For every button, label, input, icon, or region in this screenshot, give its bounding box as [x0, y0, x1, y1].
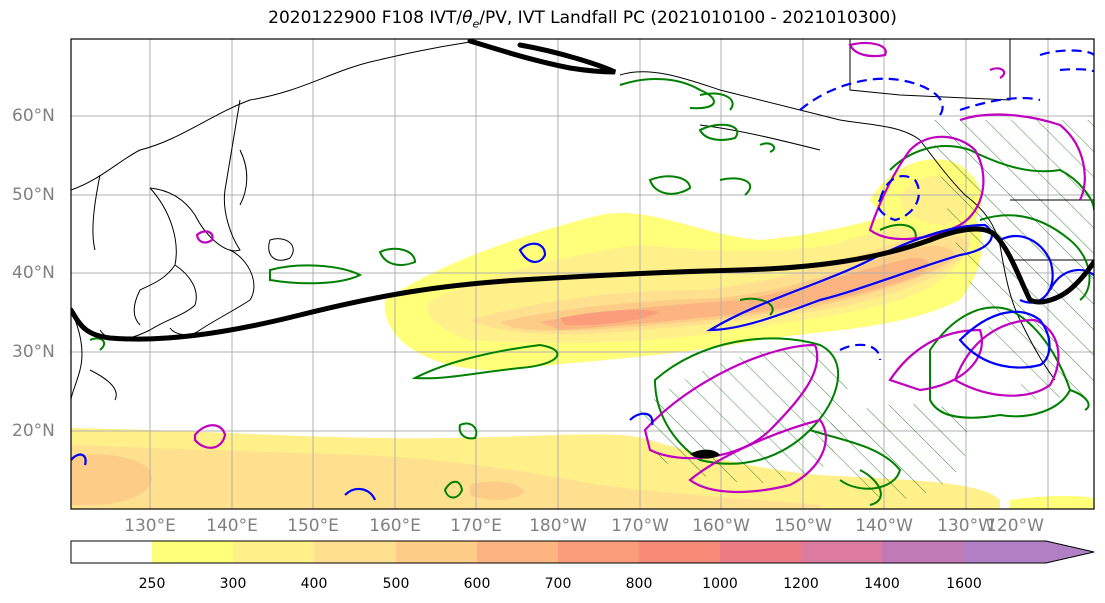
lon-label-150w: 150°W [774, 516, 832, 536]
colorbar-tick-1600: 1600 [946, 576, 982, 592]
coastlines [71, 39, 1094, 401]
lon-label-170e: 170°E [450, 516, 502, 536]
jet-axis [71, 39, 1094, 342]
lat-label-50n: 50°N [12, 185, 55, 205]
lon-label-150e: 150°E [287, 516, 339, 536]
colorbar-tick-600: 600 [463, 576, 491, 592]
lon-label-140w: 140°W [855, 516, 913, 536]
lat-label-20n: 20°N [12, 421, 55, 441]
colorbar-tick-250: 250 [138, 576, 166, 592]
colorbar [70, 540, 1095, 564]
colorbar-tick-500: 500 [382, 576, 410, 592]
colorbar-tick-300: 300 [219, 576, 247, 592]
lon-label-130e: 130°E [124, 516, 176, 536]
lon-label-140e: 140°E [206, 516, 258, 536]
colorbar-tick-1200: 1200 [783, 576, 819, 592]
colorbar-tick-400: 400 [300, 576, 328, 592]
lon-label-120w: 120°W [986, 516, 1044, 536]
pv-core-marker [690, 449, 720, 459]
lat-label-30n: 30°N [12, 342, 55, 362]
map-frame [70, 38, 1095, 510]
lat-label-40n: 40°N [12, 263, 55, 283]
chart-title: 2020122900 F108 IVT/θe/PV, IVT Landfall … [268, 8, 897, 31]
lon-label-130w: 130°W [937, 516, 995, 536]
lon-label-180w: 180°W [529, 516, 587, 536]
lon-label-160e: 160°E [369, 516, 421, 536]
colorbar-tick-1000: 1000 [702, 576, 738, 592]
colorbar-tick-1400: 1400 [864, 576, 900, 592]
colorbar-tick-700: 700 [544, 576, 572, 592]
lat-label-60n: 60°N [12, 106, 55, 126]
lon-label-160w: 160°W [692, 516, 750, 536]
colorbar-tick-800: 800 [625, 576, 653, 592]
lon-label-170w: 170°W [611, 516, 669, 536]
map-contents [71, 39, 1094, 509]
theta-e-contours [89, 77, 1094, 506]
